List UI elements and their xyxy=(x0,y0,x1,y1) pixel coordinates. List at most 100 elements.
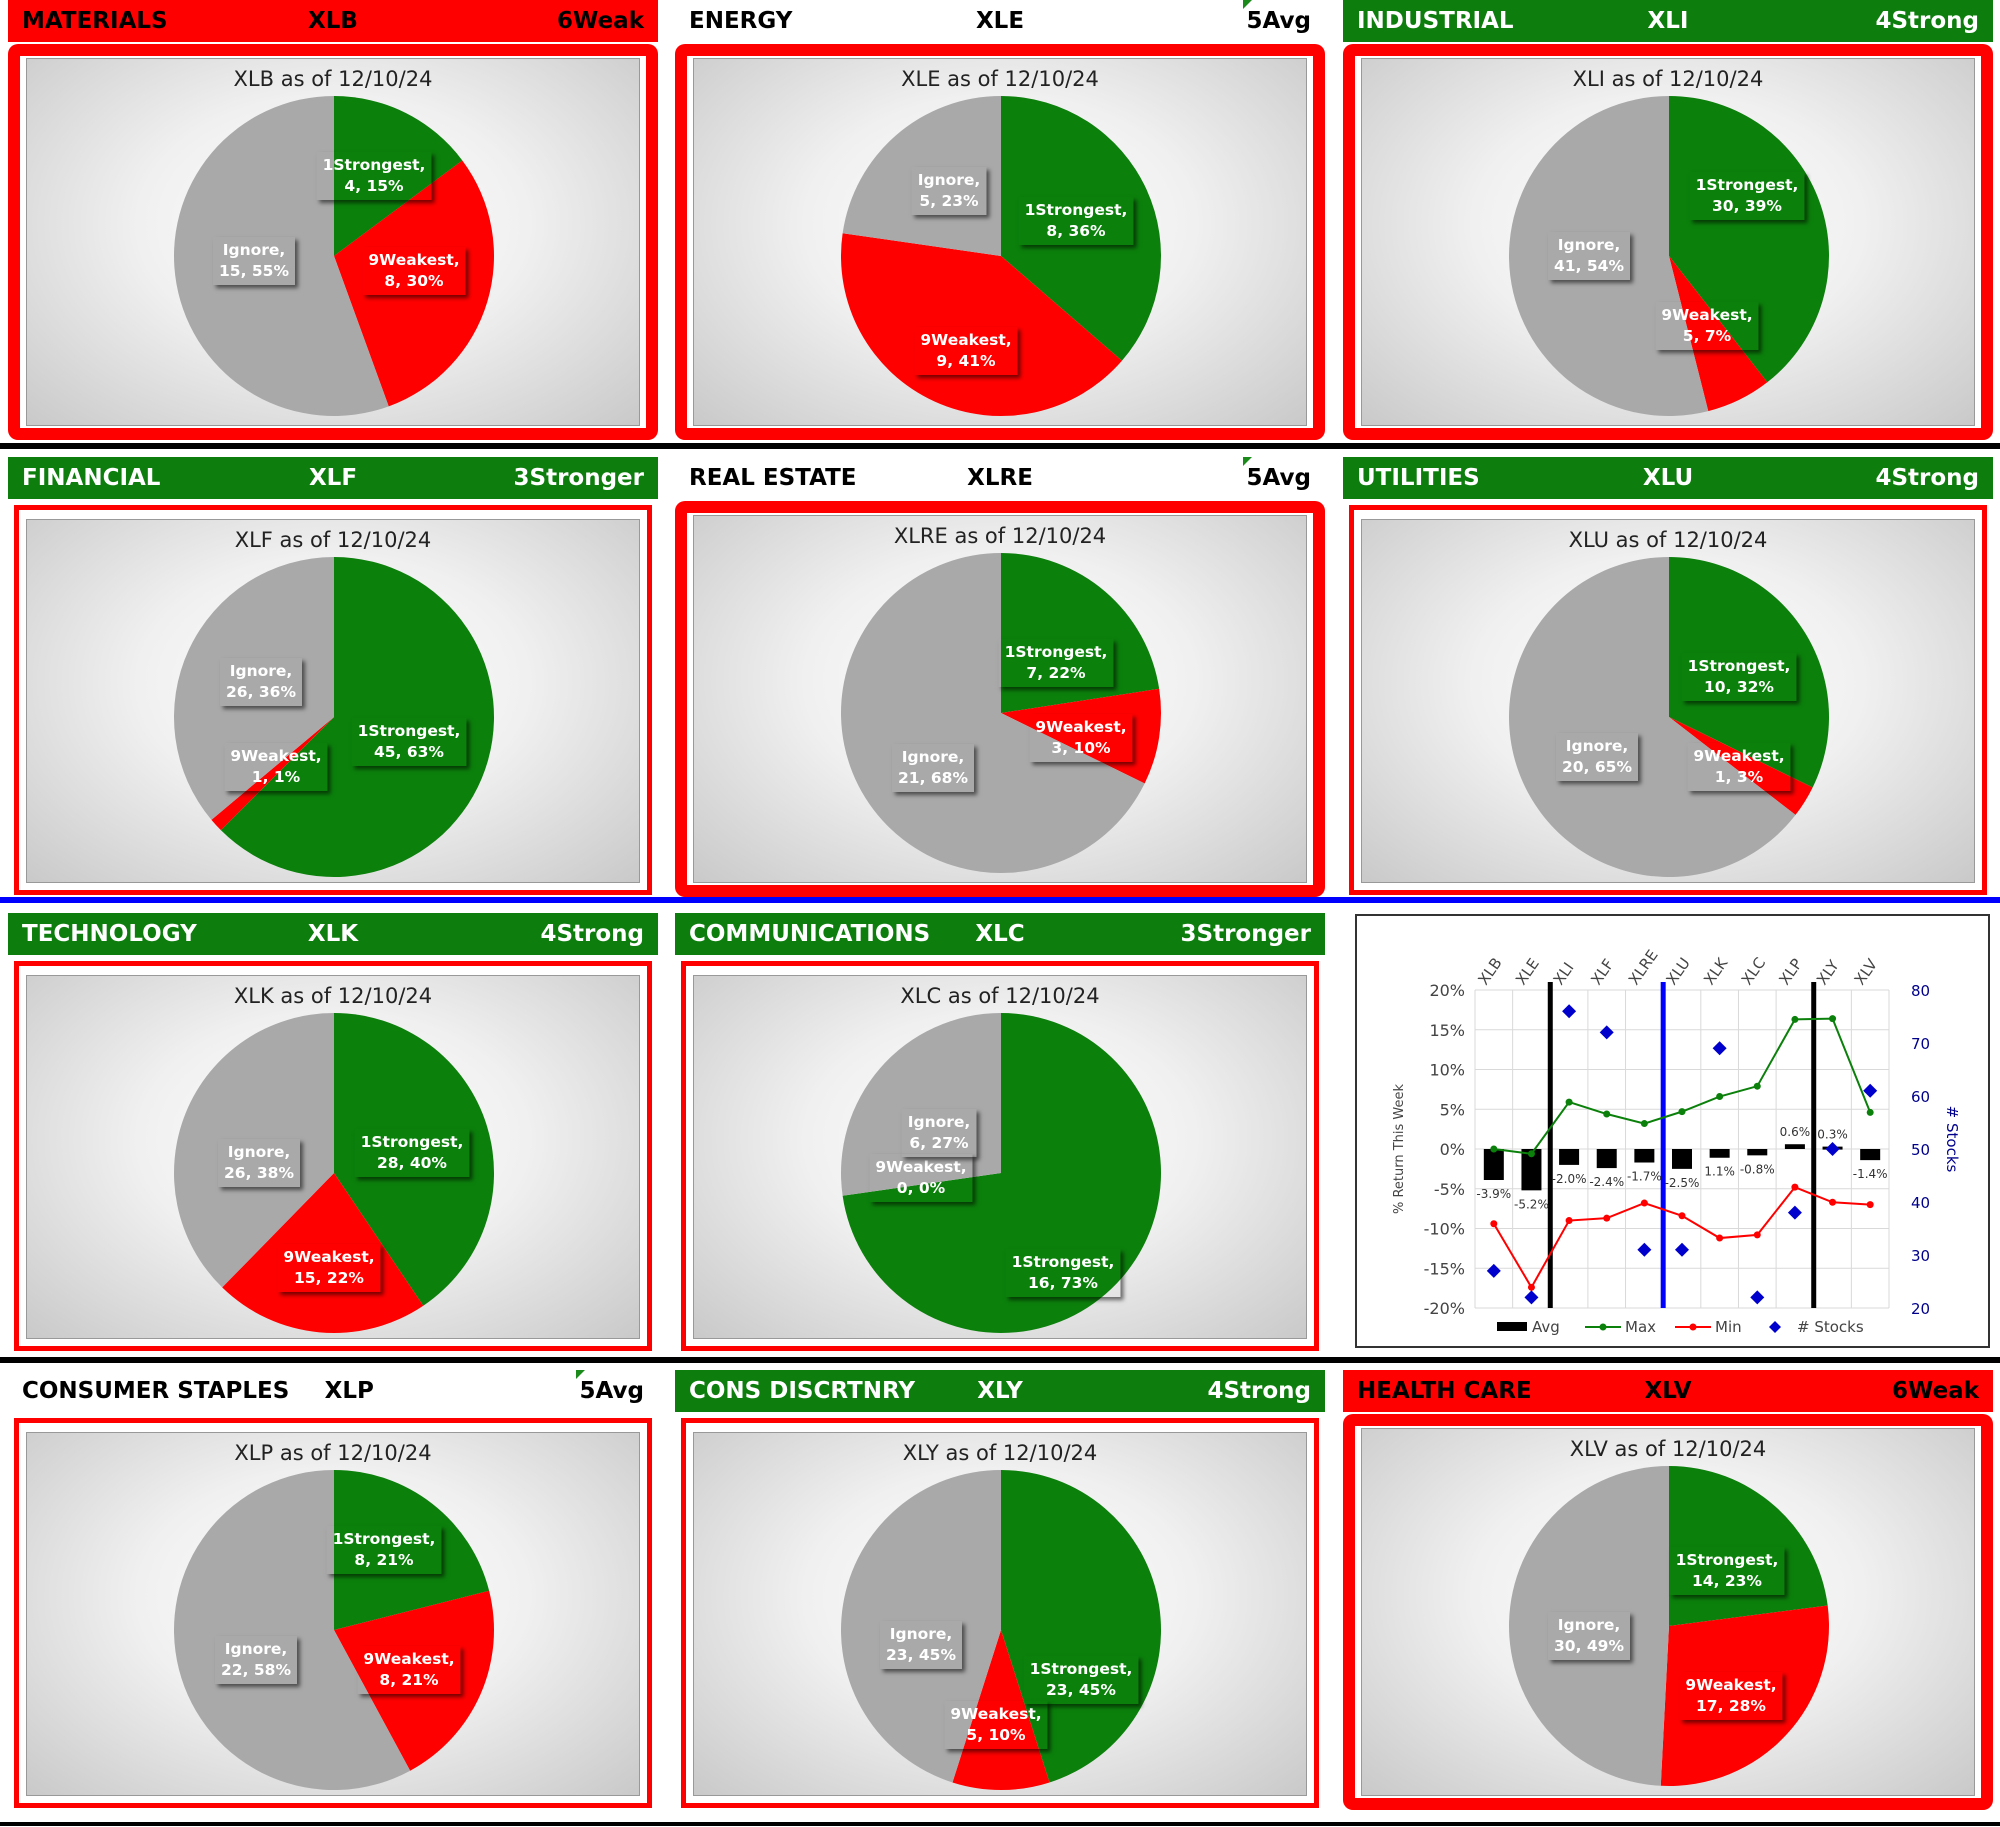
pie-slice-weak xyxy=(1669,256,1768,412)
stocks-point xyxy=(1863,1083,1878,1098)
stocks-point xyxy=(1787,1205,1802,1220)
avg-bar xyxy=(1709,1149,1730,1158)
y-tick-label: 5% xyxy=(1440,1100,1465,1119)
pie-label-category: 1Strongest, xyxy=(1011,1253,1115,1271)
min-point xyxy=(1565,1217,1573,1225)
pie-label-value: 15, 55% xyxy=(219,262,289,280)
pie-label-category: 9Weakest, xyxy=(230,747,322,765)
pie-label-category: 1Strongest, xyxy=(332,1530,436,1548)
pie-label-value: 5, 7% xyxy=(1682,327,1732,345)
pie-label-category: 1Strongest, xyxy=(1024,201,1128,219)
sector-rank: 6Weak xyxy=(557,8,644,34)
pie-label-value: 41, 54% xyxy=(1554,257,1624,275)
sector-cell-xlk: TECHNOLOGY XLK 4Strong XLK as of 12/10/24 1S… xyxy=(8,913,658,1353)
pie-label-category: Ignore, xyxy=(224,1640,288,1658)
pie-slice-strong xyxy=(334,1470,490,1630)
avg-bar xyxy=(1747,1149,1768,1156)
min-point xyxy=(1753,1231,1761,1239)
min-point xyxy=(1829,1198,1837,1206)
pie-chart-svg xyxy=(174,1013,495,1333)
max-point xyxy=(1678,1108,1686,1116)
y-tick-label: 0% xyxy=(1440,1140,1465,1159)
sector-header: ENERGY XLE 5Avg xyxy=(675,0,1325,42)
pie-chart-panel: XLE as of 12/10/24 1Strongest, 8, 36% 9Weak… xyxy=(693,58,1307,426)
pie-slice-strong xyxy=(1001,1470,1162,1783)
pie-label-value: 20, 65% xyxy=(1562,758,1632,776)
avg-bar xyxy=(1483,1149,1504,1181)
highlight-frame xyxy=(8,44,658,440)
sector-etf: XLB xyxy=(308,8,358,34)
sector-name: ENERGY xyxy=(689,8,793,34)
sector-etf: XLP xyxy=(324,1378,374,1404)
pie-label-category: 1Strongest, xyxy=(1695,176,1799,194)
avg-bar xyxy=(1672,1149,1692,1169)
pie-label-category: 1Strongest, xyxy=(360,1133,464,1151)
stocks-point xyxy=(1524,1290,1539,1305)
avg-bar-label: -1.7% xyxy=(1627,1170,1662,1184)
pie-data-label-ignore: Ignore, 6, 27% xyxy=(902,1109,977,1157)
highlight-frame xyxy=(675,501,1325,897)
pie-data-label-ignore: Ignore, 23, 45% xyxy=(880,1621,962,1669)
sector-name: FINANCIAL xyxy=(22,465,161,491)
pie-label-value: 26, 38% xyxy=(224,1164,294,1182)
pie-slice-weak xyxy=(1001,688,1161,784)
category-label: XLV xyxy=(1851,955,1882,988)
legend-avg-swatch xyxy=(1497,1322,1527,1331)
pie-chart-title: XLRE as of 12/10/24 xyxy=(893,524,1107,548)
combo-chart-svg: 20% 15% 10% 5% 0% -5% -10% -15% -20% 80 70 60 50 40 30… xyxy=(1392,946,1961,1336)
highlight-frame xyxy=(1343,1414,1993,1810)
pie-slice-ignore xyxy=(174,1470,411,1790)
sector-header: FINANCIAL XLF 3Stronger xyxy=(8,457,658,499)
highlight-frame xyxy=(675,44,1325,440)
sector-header: INDUSTRIAL XLI 4Strong xyxy=(1343,0,1993,42)
avg-bar xyxy=(1634,1149,1655,1163)
sector-rank: 3Stronger xyxy=(513,465,645,491)
pie-chart-panel: XLRE as of 12/10/24 1Strongest, 7, 22% 9Wea… xyxy=(693,515,1307,883)
pie-label-category: 1Strongest, xyxy=(322,156,426,174)
pie-data-label-strong: 1Strongest, 8, 21% xyxy=(327,1526,442,1574)
pie-label-value: 3, 10% xyxy=(1051,739,1111,757)
separator-row3 xyxy=(0,1357,2000,1363)
pie-slice-ignore xyxy=(841,553,1145,873)
sector-name: INDUSTRIAL xyxy=(1357,8,1514,34)
pie-label-value: 26, 36% xyxy=(226,683,296,701)
sector-name: UTILITIES xyxy=(1357,465,1480,491)
y2-tick-label: 70 xyxy=(1911,1035,1930,1053)
pie-slice-ignore xyxy=(841,1013,1001,1196)
pie-chart-title: XLU as of 12/10/24 xyxy=(1568,528,1768,552)
avg-bar xyxy=(1860,1149,1881,1161)
pie-label-value: 23, 45% xyxy=(886,1646,956,1664)
legend-max-marker xyxy=(1599,1323,1607,1331)
sector-cell-xle: ENERGY XLE 5Avg XLE as of 12/10/24 1Stronges… xyxy=(675,0,1325,440)
pie-label-value: 1, 3% xyxy=(1714,768,1764,786)
y2-tick-label: 80 xyxy=(1911,982,1930,1000)
chart-frame xyxy=(14,505,652,895)
sector-header: COMMUNICATIONS XLC 3Stronger xyxy=(675,913,1325,955)
sector-cell-xlb: MATERIALS XLB 6Weak XLB as of 12/10/24 1Stro… xyxy=(8,0,658,440)
pie-data-label-ignore: Ignore, 5, 23% xyxy=(912,167,987,215)
avg-bar xyxy=(1559,1149,1580,1165)
sector-cell-xlc: COMMUNICATIONS XLC 3Stronger XLC as of 12/1… xyxy=(675,913,1325,1353)
pie-chart-title: XLB as of 12/10/24 xyxy=(233,67,433,91)
pie-chart-title: XLK as of 12/10/24 xyxy=(233,984,433,1008)
avg-bar-label: -5.2% xyxy=(1514,1197,1549,1211)
pie-data-label-strong: 1Strongest, 16, 73% xyxy=(1006,1249,1121,1297)
pie-data-label-weak: 9Weakest, 0, 0% xyxy=(869,1154,972,1202)
pie-chart-title: XLE as of 12/10/24 xyxy=(901,67,1099,91)
pie-chart-svg xyxy=(840,1470,1162,1790)
pie-label-category: Ignore, xyxy=(907,1113,971,1131)
sector-name: HEALTH CARE xyxy=(1357,1378,1532,1404)
min-point xyxy=(1716,1234,1724,1242)
weekly-return-combo-chart: 20% 15% 10% 5% 0% -5% -10% -15% -20% 80 70 60 50 40 30… xyxy=(1355,914,1990,1348)
legend-stocks-marker xyxy=(1769,1321,1781,1333)
avg-bar-label: 0.6% xyxy=(1780,1125,1811,1139)
min-point xyxy=(1490,1220,1498,1228)
pie-chart-svg xyxy=(174,557,494,877)
sector-header: CONSUMER STAPLES XLP 5Avg xyxy=(8,1370,658,1412)
sector-header: REAL ESTATE XLRE 5Avg xyxy=(675,457,1325,499)
chart-frame xyxy=(681,961,1319,1351)
pie-label-value: 28, 40% xyxy=(377,1154,447,1172)
pie-label-category: Ignore, xyxy=(1557,236,1621,254)
pie-slice-ignore xyxy=(174,96,389,416)
max-point xyxy=(1716,1093,1724,1101)
